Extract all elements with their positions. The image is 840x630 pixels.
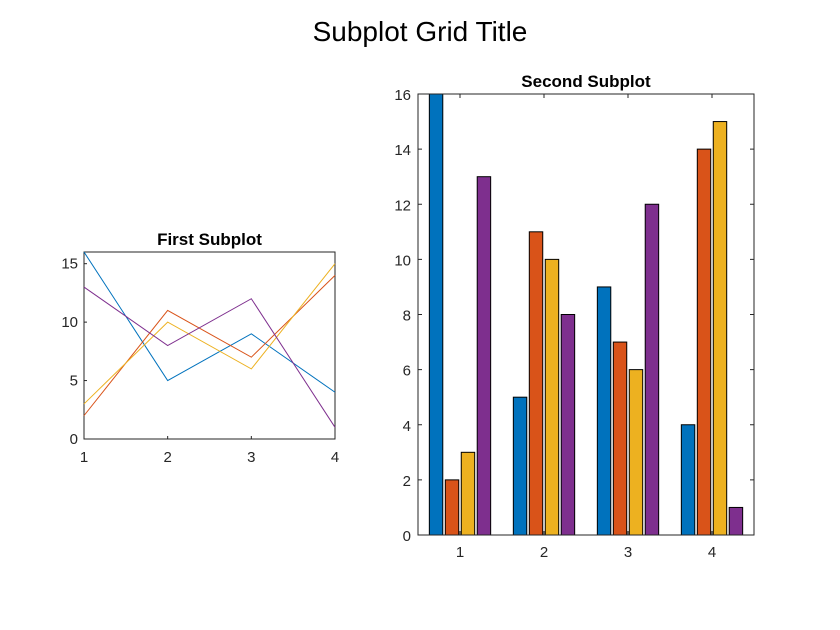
y-tick-label: 14 [394,142,411,159]
second-subplot-bars [428,93,744,536]
bar-series-3-cat-1 [460,451,476,536]
bar-series-4-cat-1 [476,176,492,536]
line-series-3 [83,263,336,405]
first-subplot-axes: First Subplot 1 2 3 4 0 5 10 15 [61,230,339,466]
bar-series-3-cat-2 [544,258,560,536]
bar-series-1-cat-4 [680,424,696,536]
y-tick-label: 5 [70,373,78,390]
figure-title: Subplot Grid Title [313,16,528,47]
bar-series-4-cat-3 [644,203,660,536]
x-tick-label: 3 [247,449,255,466]
y-tick-label: 4 [403,418,411,435]
x-tick-label: 4 [331,449,339,466]
bar-series-1-cat-1 [428,93,444,536]
x-tick-label: 1 [456,544,464,561]
y-tick-label: 15 [61,256,78,273]
bar-series-2-cat-4 [696,148,712,536]
bar-series-1-cat-2 [512,396,528,536]
bar-series-2-cat-3 [612,341,628,536]
second-subplot-title: Second Subplot [521,72,651,91]
first-subplot-title: First Subplot [157,230,262,249]
bar-series-2-cat-2 [528,231,544,536]
first-subplot-lines [83,251,336,428]
first-subplot-ticks: 1 2 3 4 0 5 10 15 [61,256,339,466]
y-tick-label: 2 [403,473,411,490]
y-tick-label: 16 [394,87,411,104]
x-tick-label: 2 [540,544,548,561]
y-tick-label: 0 [403,528,411,545]
bar-series-4-cat-2 [560,314,576,536]
y-tick-label: 0 [70,431,78,448]
x-tick-label: 2 [163,449,171,466]
y-tick-label: 6 [403,363,411,380]
line-series-4 [83,286,336,428]
y-tick-label: 10 [61,314,78,331]
x-tick-label: 3 [624,544,632,561]
bar-series-3-cat-4 [712,121,728,536]
bar-series-4-cat-4 [728,506,744,536]
y-tick-label: 8 [403,308,411,325]
bar-series-3-cat-3 [628,369,644,536]
bar-series-1-cat-3 [596,286,612,536]
bar-series-2-cat-1 [444,479,460,536]
y-tick-label: 10 [394,252,411,269]
y-tick-label: 12 [394,197,411,214]
x-tick-label: 4 [708,544,716,561]
x-tick-label: 1 [80,449,88,466]
